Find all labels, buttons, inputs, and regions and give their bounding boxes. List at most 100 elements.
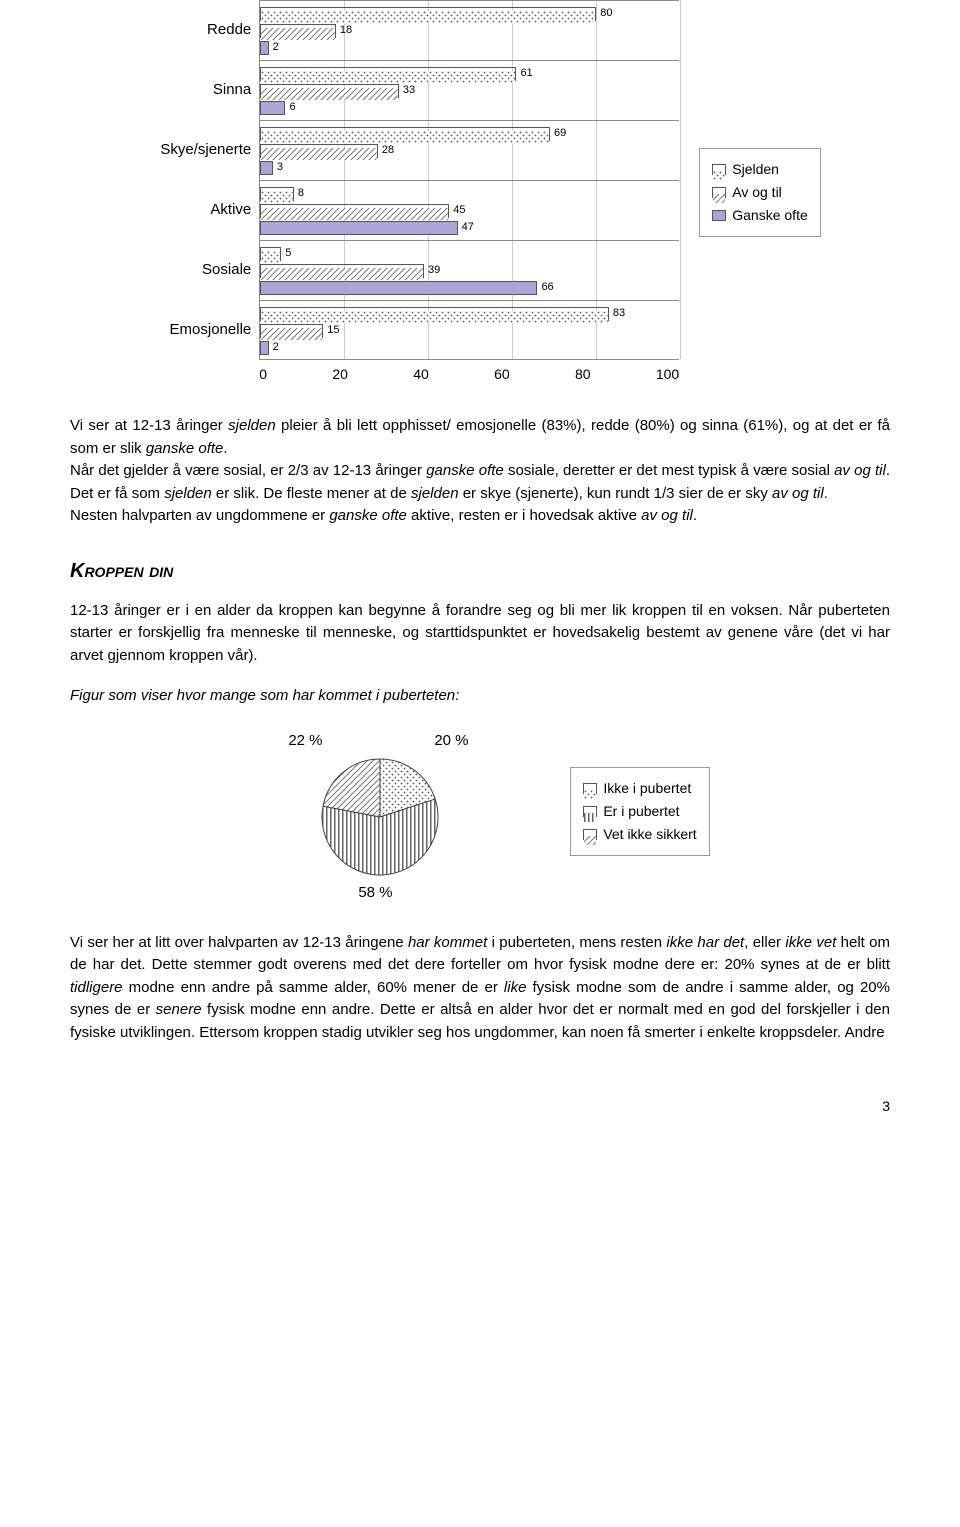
text-italic: av og til <box>641 507 693 524</box>
bar <box>260 84 399 98</box>
bar <box>260 221 457 235</box>
bar <box>260 7 596 21</box>
bar <box>260 127 550 141</box>
x-tick-label: 0 <box>259 364 267 385</box>
text: , eller <box>744 934 785 951</box>
text: i puberteten, mens resten <box>487 934 666 951</box>
bar <box>260 324 323 338</box>
bar-value-label: 69 <box>554 125 566 142</box>
bar-legend: SjeldenAv og tilGanske ofte <box>699 148 821 237</box>
bar-category-label: Emosjonelle <box>139 300 251 360</box>
pie-slice-label: 58 % <box>358 882 392 905</box>
text: er skye (sjenerte), kun rundt 1/3 sier d… <box>459 485 772 502</box>
bar-value-label: 45 <box>453 202 465 219</box>
bar-value-label: 66 <box>541 279 553 296</box>
bar-category-label: Sosiale <box>139 240 251 300</box>
legend-item: Ganske ofte <box>712 205 808 226</box>
text-italic: ganske ofte <box>146 440 224 457</box>
bar-value-label: 15 <box>327 322 339 339</box>
bar-value-label: 8 <box>298 185 304 202</box>
text: er slik. De fleste mener at de <box>212 485 411 502</box>
text: . <box>824 485 828 502</box>
legend-item: Av og til <box>712 182 808 203</box>
paragraph-intro: Vi ser at 12-13 åringer sjelden pleier å… <box>70 415 890 528</box>
bar-category-labels: ReddeSinnaSkye/sjenerteAktiveSosialeEmos… <box>139 0 259 360</box>
bar-category: 61 33 6 <box>260 60 679 120</box>
bar <box>260 204 449 218</box>
bar <box>260 24 336 38</box>
bar-value-label: 33 <box>403 82 415 99</box>
bar <box>260 67 516 81</box>
bar-value-label: 80 <box>600 5 612 22</box>
bar <box>260 307 609 321</box>
x-tick-label: 60 <box>494 364 510 385</box>
bar <box>260 264 424 278</box>
text-italic: tidligere <box>70 979 123 996</box>
bar-value-label: 18 <box>340 22 352 39</box>
bar-category: 83 15 2 <box>260 300 679 360</box>
text: Når det gjelder å være sosial, er 2/3 av… <box>70 462 426 479</box>
bar-value-label: 28 <box>382 142 394 159</box>
text-italic: ikke vet <box>785 934 836 951</box>
section-heading: Kroppen din <box>70 556 890 586</box>
bar <box>260 247 281 261</box>
bar-x-axis: 0 20 40 60 80 100 <box>259 364 679 385</box>
bar-value-label: 3 <box>277 159 283 176</box>
text: Vi ser her at litt over halvparten av 12… <box>70 934 408 951</box>
bar <box>260 281 537 295</box>
bar-value-label: 47 <box>462 219 474 236</box>
text: Vi ser at 12-13 åringer <box>70 417 228 434</box>
x-tick-label: 40 <box>413 364 429 385</box>
text: modne enn andre på samme alder, 60% mene… <box>123 979 504 996</box>
x-tick-label: 20 <box>332 364 348 385</box>
bar-value-label: 2 <box>273 39 279 56</box>
bar-value-label: 39 <box>428 262 440 279</box>
text-italic: ganske ofte <box>329 507 407 524</box>
bar <box>260 161 273 175</box>
bar-category: 8 4547 <box>260 180 679 240</box>
legend-item: Er i pubertet <box>583 801 696 822</box>
bar-value-label: 5 <box>285 245 291 262</box>
legend-item: Sjelden <box>712 159 808 180</box>
bar-value-label: 83 <box>613 305 625 322</box>
bar <box>260 187 294 201</box>
text-italic: av og til <box>834 462 886 479</box>
figure-caption: Figur som viser hvor mange som har komme… <box>70 685 890 708</box>
bar-value-label: 6 <box>289 99 295 116</box>
text: sosiale, deretter er det mest typisk å v… <box>504 462 834 479</box>
text-italic: av og til <box>772 485 824 502</box>
text-italic: like <box>504 979 527 996</box>
text-italic: har kommet <box>408 934 487 951</box>
bar-value-label: 2 <box>273 339 279 356</box>
page-number: 3 <box>70 1096 890 1117</box>
bar-value-label: 61 <box>520 65 532 82</box>
bar <box>260 341 268 355</box>
text-italic: sjelden <box>164 485 212 502</box>
text-italic: senere <box>156 1001 202 1018</box>
bar-chart: ReddeSinnaSkye/sjenerteAktiveSosialeEmos… <box>70 0 890 385</box>
x-tick-label: 100 <box>656 364 679 385</box>
pie-legend: Ikke i pubertetEr i pubertetVet ikke sik… <box>570 767 709 856</box>
bar-category-label: Sinna <box>139 60 251 120</box>
paragraph-kroppen: 12-13 åringer er i en alder da kroppen k… <box>70 600 890 668</box>
pie-slice-label: 20 % <box>434 730 468 753</box>
text-italic: sjelden <box>411 485 459 502</box>
bar-category: 80 18 2 <box>260 0 679 60</box>
bar <box>260 144 378 158</box>
x-tick-label: 80 <box>575 364 591 385</box>
bar-category-label: Aktive <box>139 180 251 240</box>
text-italic: ikke har det <box>666 934 744 951</box>
pie-chart: 20 % 58 % 22 % Ikke i pubertetEr i puberte… <box>70 722 890 902</box>
bar-plot-area: 80 18 2 61 33 6 69 28 38 4547 5 39 66 83 15 2 <box>259 0 679 360</box>
bar <box>260 101 285 115</box>
text: aktive, resten er i hovedsak aktive <box>407 507 641 524</box>
pie-slice-label: 22 % <box>288 730 322 753</box>
legend-item: Vet ikke sikkert <box>583 824 696 845</box>
bar <box>260 41 268 55</box>
text-italic: ganske ofte <box>426 462 504 479</box>
bar-category: 69 28 3 <box>260 120 679 180</box>
bar-category-label: Redde <box>139 0 251 60</box>
paragraph-final: Vi ser her at litt over halvparten av 12… <box>70 932 890 1045</box>
text: . <box>693 507 697 524</box>
legend-item: Ikke i pubertet <box>583 778 696 799</box>
